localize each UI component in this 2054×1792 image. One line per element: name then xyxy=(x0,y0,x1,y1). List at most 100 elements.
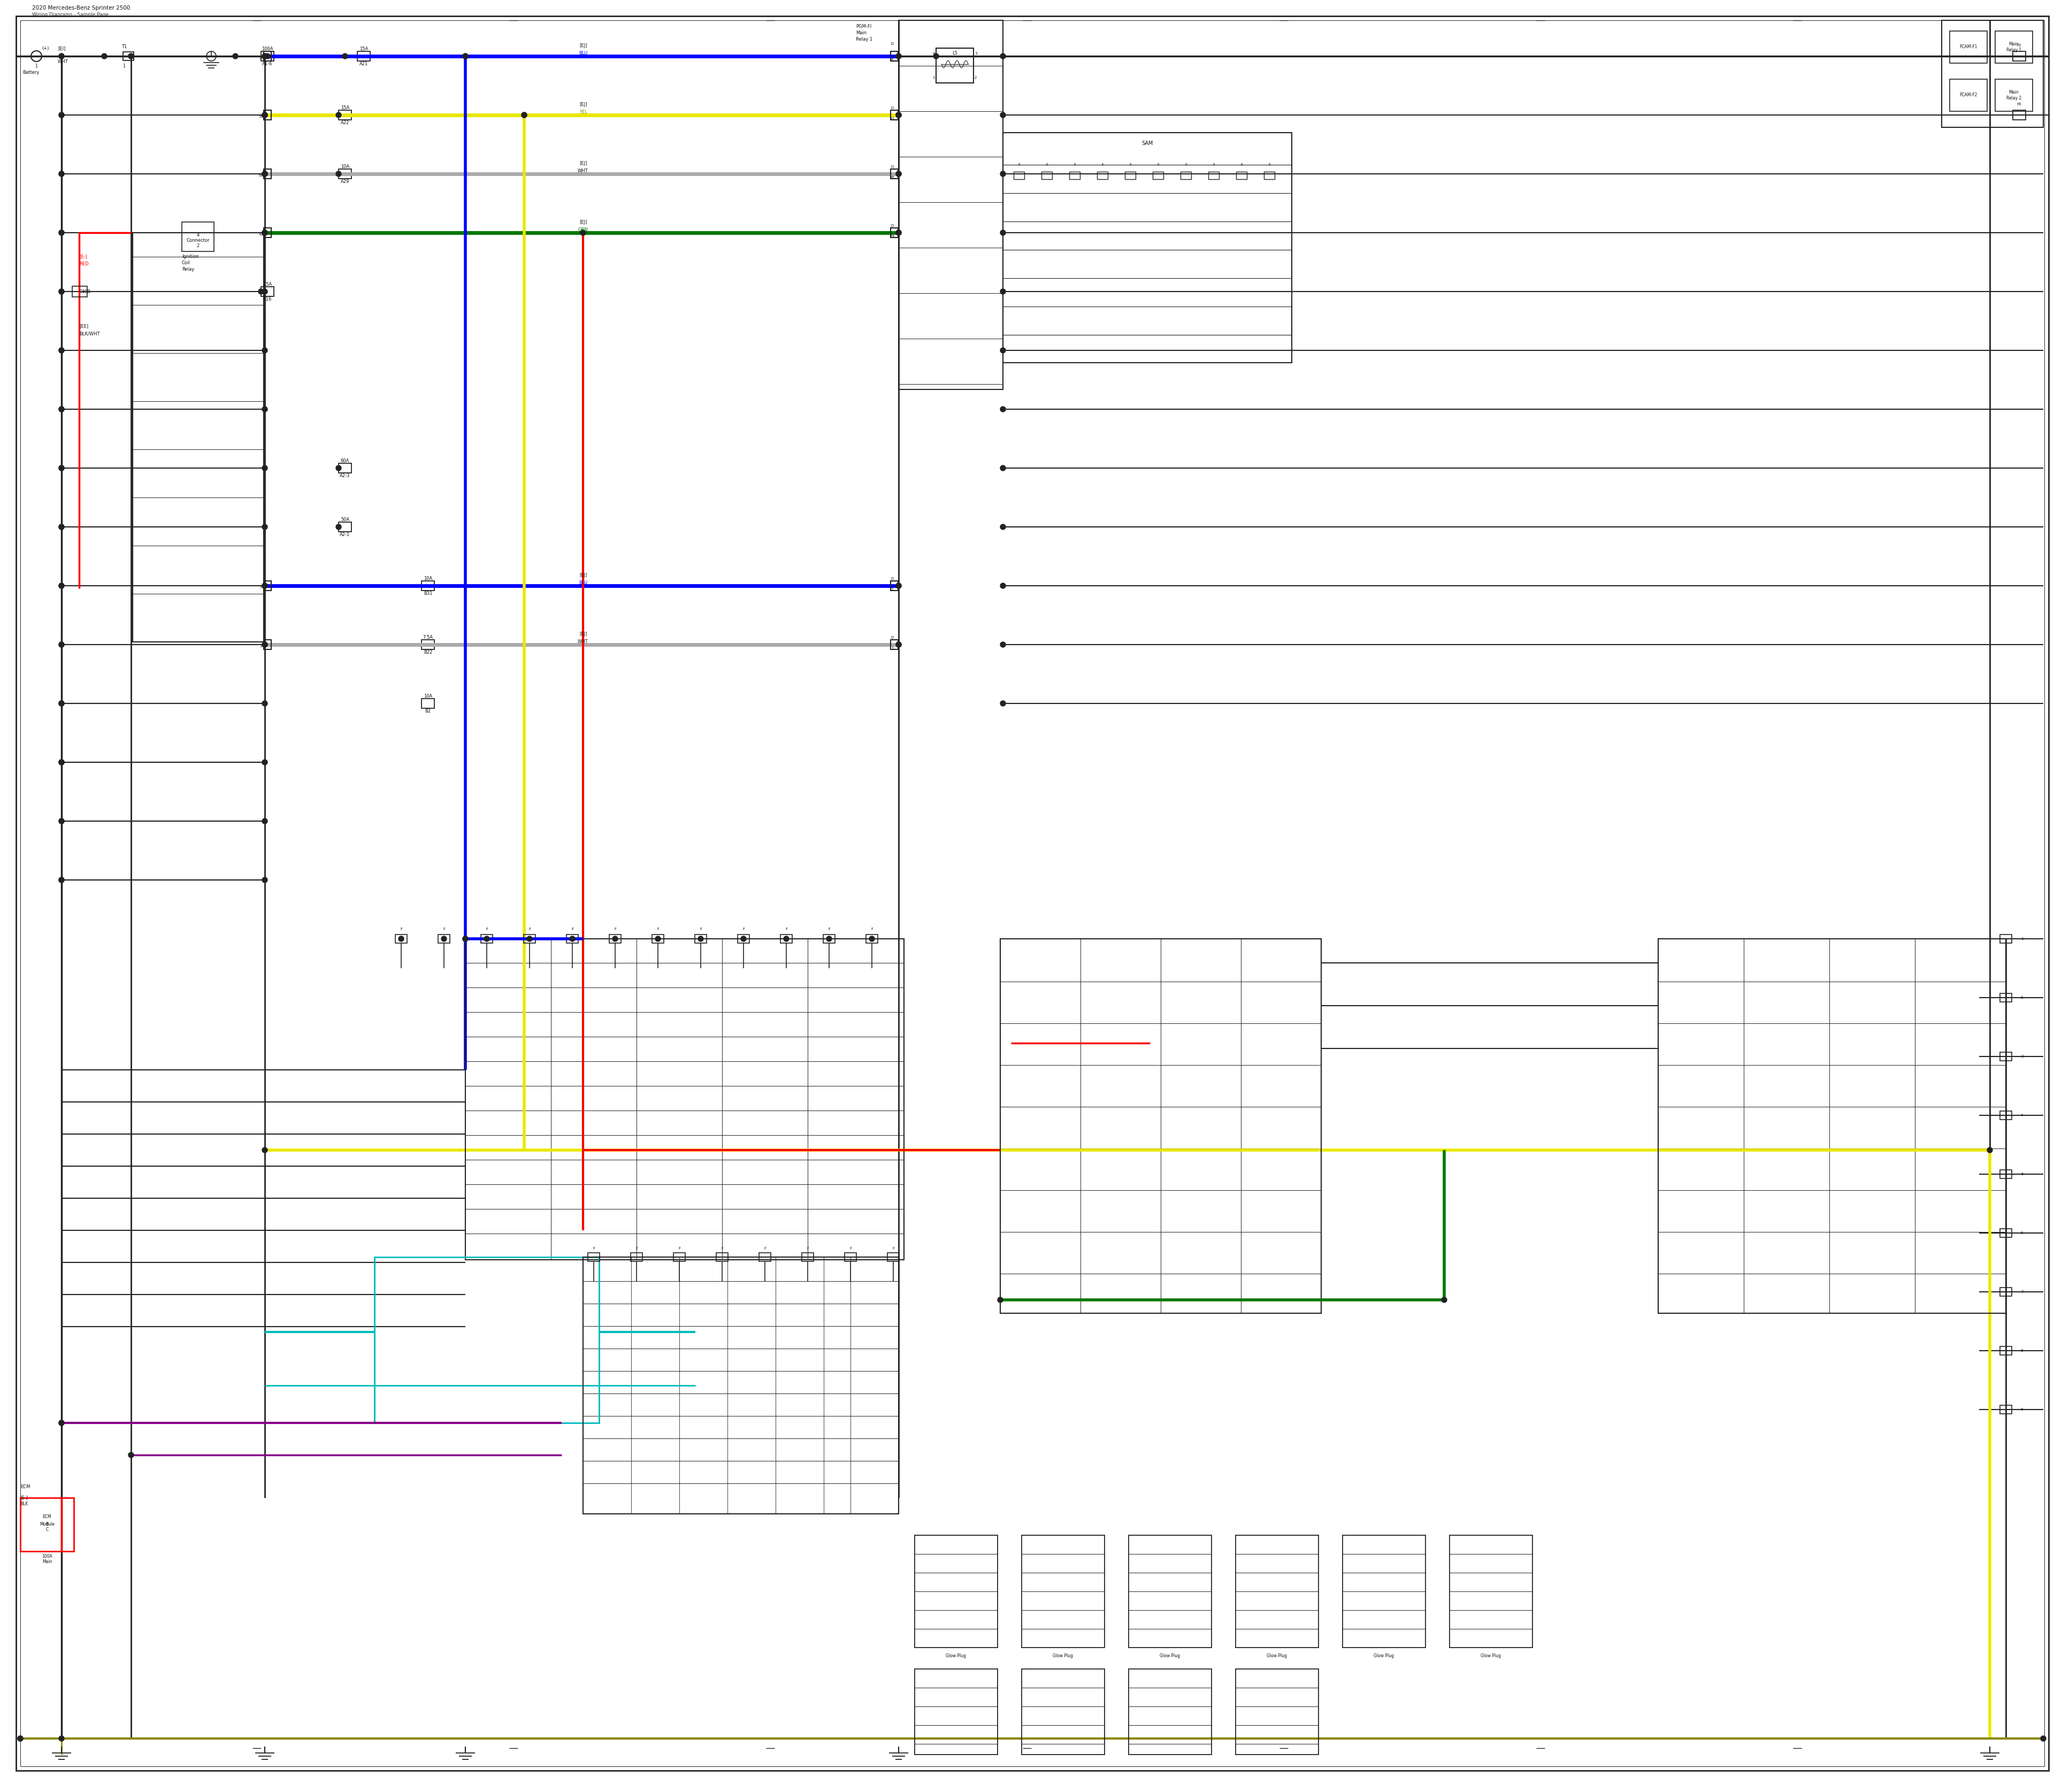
Text: 2: 2 xyxy=(974,75,978,79)
Bar xyxy=(1070,172,1080,179)
Circle shape xyxy=(263,760,267,765)
Circle shape xyxy=(896,172,902,177)
Bar xyxy=(674,1253,686,1262)
Circle shape xyxy=(785,935,789,941)
Bar xyxy=(1941,20,2044,127)
Circle shape xyxy=(263,701,267,706)
Circle shape xyxy=(60,525,64,530)
Text: F: F xyxy=(1045,163,1048,167)
Bar xyxy=(1450,1536,1532,1647)
Bar xyxy=(263,228,271,238)
Bar xyxy=(891,168,898,179)
Circle shape xyxy=(1000,466,1006,471)
Text: 1: 1 xyxy=(2021,937,2023,941)
Text: 8: 8 xyxy=(2021,1349,2023,1353)
Text: PGM-FI: PGM-FI xyxy=(857,25,871,29)
Circle shape xyxy=(127,54,134,59)
Bar xyxy=(1208,172,1218,179)
Text: B: B xyxy=(45,1521,49,1527)
Text: Ignition: Ignition xyxy=(183,254,199,260)
Bar xyxy=(717,1253,727,1262)
Text: 60A: 60A xyxy=(341,459,349,462)
Circle shape xyxy=(1000,407,1006,412)
Bar xyxy=(891,581,898,591)
Text: SAM: SAM xyxy=(1142,142,1152,145)
Text: F: F xyxy=(871,928,873,930)
Text: F: F xyxy=(891,1247,893,1251)
Text: F: F xyxy=(785,928,787,930)
Text: Connector: Connector xyxy=(187,238,210,244)
Bar xyxy=(2001,934,2011,943)
Bar xyxy=(1949,30,1986,63)
Circle shape xyxy=(263,54,267,59)
Text: 2: 2 xyxy=(197,244,199,249)
Text: L5: L5 xyxy=(953,52,957,56)
Circle shape xyxy=(60,348,64,353)
Circle shape xyxy=(1442,1297,1446,1303)
Text: 12: 12 xyxy=(889,116,896,120)
Bar xyxy=(1041,172,1052,179)
Circle shape xyxy=(896,54,902,59)
Text: D: D xyxy=(891,165,893,168)
Circle shape xyxy=(60,760,64,765)
Circle shape xyxy=(1000,172,1006,177)
Bar xyxy=(263,109,271,120)
Circle shape xyxy=(263,582,267,588)
Circle shape xyxy=(612,935,618,941)
Text: BLU: BLU xyxy=(579,581,587,586)
Bar xyxy=(339,464,351,473)
Circle shape xyxy=(2040,1736,2046,1742)
Circle shape xyxy=(101,54,107,59)
Circle shape xyxy=(263,289,267,294)
Circle shape xyxy=(60,878,64,883)
Circle shape xyxy=(581,229,585,235)
Bar xyxy=(1128,1668,1212,1754)
Bar xyxy=(524,934,536,943)
Bar xyxy=(914,1668,998,1754)
Text: A1-6: A1-6 xyxy=(263,61,273,66)
Text: 15A: 15A xyxy=(341,106,349,109)
Circle shape xyxy=(462,935,468,941)
Bar xyxy=(2001,993,2011,1002)
Bar xyxy=(891,52,898,61)
Bar xyxy=(339,109,351,120)
Text: D: D xyxy=(891,106,893,109)
Bar xyxy=(1097,172,1107,179)
Bar xyxy=(438,934,450,943)
Text: [EI]: [EI] xyxy=(58,47,66,52)
Circle shape xyxy=(60,701,64,706)
Bar xyxy=(374,1256,600,1423)
Bar xyxy=(1949,79,1986,111)
Bar xyxy=(263,52,271,61)
Text: 8: 8 xyxy=(891,59,893,61)
Text: B22: B22 xyxy=(423,650,431,654)
Text: Coil: Coil xyxy=(183,262,191,265)
Circle shape xyxy=(896,582,902,588)
Bar xyxy=(1152,172,1163,179)
Circle shape xyxy=(263,229,267,235)
Text: 3: 3 xyxy=(974,52,978,56)
Text: 1: 1 xyxy=(933,75,935,79)
Circle shape xyxy=(1000,348,1006,353)
Text: Glow Plug: Glow Plug xyxy=(945,1654,965,1658)
Bar xyxy=(2001,1111,2011,1120)
Bar xyxy=(2001,1229,2011,1236)
Text: Glow Plug: Glow Plug xyxy=(1374,1654,1395,1658)
Text: GRN: GRN xyxy=(577,228,587,233)
Circle shape xyxy=(263,229,267,235)
Circle shape xyxy=(263,525,267,530)
Bar xyxy=(134,233,263,642)
Text: Glow Plug: Glow Plug xyxy=(1052,1654,1072,1658)
Circle shape xyxy=(933,54,939,59)
Bar xyxy=(1994,79,2033,111)
Circle shape xyxy=(265,54,271,59)
Text: 2020 Mercedes-Benz Sprinter 2500: 2020 Mercedes-Benz Sprinter 2500 xyxy=(33,5,129,11)
Circle shape xyxy=(60,525,64,530)
Circle shape xyxy=(896,113,902,118)
Bar xyxy=(587,1253,600,1262)
Text: T1: T1 xyxy=(121,45,127,48)
Text: 3: 3 xyxy=(2021,1055,2023,1057)
Text: Glow Plug: Glow Plug xyxy=(1481,1654,1501,1658)
Circle shape xyxy=(528,935,532,941)
Text: F: F xyxy=(1212,163,1214,167)
